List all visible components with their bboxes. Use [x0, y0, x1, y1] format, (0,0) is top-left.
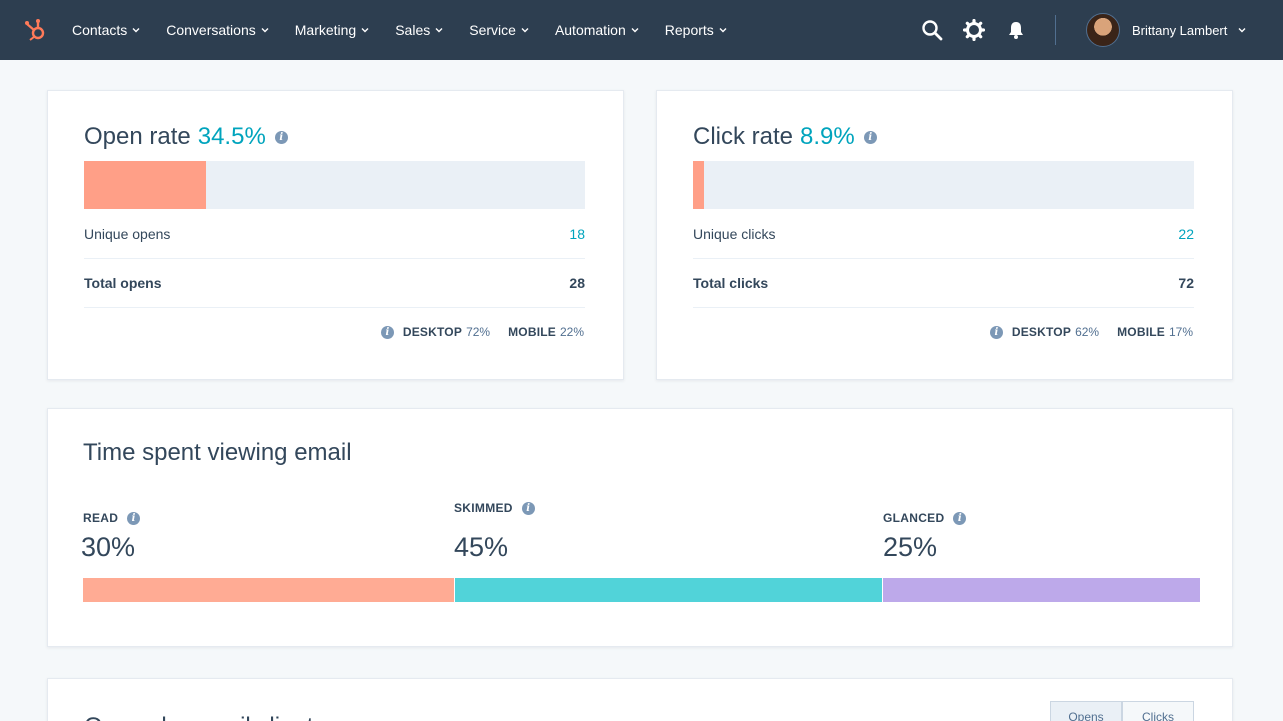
nav-item-label: Service: [469, 22, 516, 38]
nav-item-automation[interactable]: Automation: [555, 22, 640, 38]
search-icon: [922, 20, 943, 41]
open-rate-label: Open rate: [84, 123, 191, 150]
info-icon[interactable]: i: [953, 511, 967, 525]
nav-item-label: Automation: [554, 22, 626, 38]
top-navigation: Contacts Conversations Marketing Sales S…: [0, 0, 1283, 60]
info-icon[interactable]: i: [274, 130, 288, 144]
search-button[interactable]: [920, 18, 944, 42]
info-icon[interactable]: i: [380, 325, 394, 339]
read-percent: 30%: [81, 532, 136, 562]
total-clicks-row: Total clicks 72: [693, 275, 1194, 308]
chevron-down-icon: [521, 28, 529, 33]
info-icon[interactable]: i: [521, 501, 535, 515]
time-spent-title: Time spent viewing email: [83, 439, 352, 466]
glanced-percent: 25%: [883, 532, 938, 562]
user-name: Brittany Lambert: [1132, 22, 1228, 38]
chevron-down-icon: [361, 28, 369, 33]
bell-icon: [1009, 22, 1023, 39]
read-label-text: READ: [83, 511, 119, 525]
total-opens-value: 28: [569, 275, 585, 291]
time-spent-card: Time spent viewing email READ i 30% SKIM…: [47, 408, 1233, 647]
read-bar-segment: [83, 578, 454, 602]
info-icon[interactable]: i: [127, 511, 141, 525]
nav-menu: Contacts Conversations Marketing Sales S…: [72, 0, 753, 60]
click-rate-bar-fill: [693, 161, 704, 209]
nav-divider: [1055, 15, 1056, 45]
click-rate-bar: [693, 161, 1194, 209]
toggle-clicks-button[interactable]: Clicks: [1122, 701, 1194, 721]
unique-opens-value[interactable]: 18: [569, 226, 585, 242]
nav-item-sales[interactable]: Sales: [395, 22, 444, 38]
open-rate-bar-fill: [84, 161, 206, 209]
skimmed-bar-segment: [455, 578, 882, 602]
chevron-down-icon: [719, 28, 727, 33]
info-icon[interactable]: i: [863, 130, 877, 144]
open-device-breakdown: i DESKTOP 72% MOBILE 22%: [380, 325, 584, 339]
total-clicks-value: 72: [1178, 275, 1194, 291]
skimmed-label: SKIMMED i: [454, 501, 535, 515]
nav-item-conversations[interactable]: Conversations: [166, 22, 270, 38]
email-client-title: Opens by email client: [84, 713, 313, 721]
nav-icon-group: [920, 18, 1046, 42]
chevron-down-icon: [261, 28, 269, 33]
click-rate-title: Click rate 8.9% i: [693, 123, 877, 151]
chevron-down-icon: [1238, 28, 1246, 33]
desktop-label: DESKTOP: [1011, 325, 1072, 339]
skimmed-label-text: SKIMMED: [454, 501, 513, 515]
nav-item-service[interactable]: Service: [469, 22, 530, 38]
nav-item-label: Reports: [664, 22, 714, 38]
desktop-percent: 72%: [466, 325, 491, 339]
total-clicks-label: Total clicks: [693, 275, 769, 291]
open-rate-card: Open rate 34.5% i Unique opens 18 Total …: [47, 90, 624, 380]
nav-item-label: Contacts: [72, 22, 128, 38]
email-client-card: Opens by email client Opens Clicks: [47, 678, 1233, 721]
mobile-percent: 22%: [559, 325, 584, 339]
nav-item-label: Marketing: [294, 22, 357, 38]
chevron-down-icon: [435, 28, 443, 33]
click-rate-value: 8.9%: [800, 123, 855, 150]
unique-opens-label: Unique opens: [84, 226, 171, 242]
total-opens-label: Total opens: [84, 275, 162, 291]
nav-item-contacts[interactable]: Contacts: [72, 22, 141, 38]
glanced-label: GLANCED i: [883, 511, 967, 525]
mobile-percent: 17%: [1168, 325, 1193, 339]
chevron-down-icon: [132, 28, 140, 33]
unique-clicks-label: Unique clicks: [693, 226, 776, 242]
mobile-label: MOBILE: [508, 325, 556, 339]
chevron-down-icon: [631, 28, 639, 33]
opens-clicks-toggle: Opens Clicks: [1050, 701, 1194, 721]
nav-item-label: Conversations: [166, 22, 256, 38]
unique-clicks-row: Unique clicks 22: [693, 226, 1194, 259]
unique-clicks-value[interactable]: 22: [1178, 226, 1194, 242]
avatar: [1086, 13, 1120, 47]
click-rate-card: Click rate 8.9% i Unique clicks 22 Total…: [656, 90, 1233, 380]
desktop-percent: 62%: [1075, 325, 1100, 339]
user-menu[interactable]: Brittany Lambert: [1086, 13, 1247, 47]
settings-button[interactable]: [962, 18, 986, 42]
hubspot-logo-icon[interactable]: [24, 18, 48, 42]
open-rate-bar: [84, 161, 585, 209]
nav-item-label: Sales: [395, 22, 431, 38]
nav-item-marketing[interactable]: Marketing: [295, 22, 370, 38]
total-opens-row: Total opens 28: [84, 275, 585, 308]
click-rate-label: Click rate: [693, 123, 794, 150]
open-rate-value: 34.5%: [197, 123, 266, 150]
desktop-label: DESKTOP: [402, 325, 463, 339]
read-label: READ i: [83, 511, 141, 525]
gear-icon: [963, 19, 985, 41]
toggle-opens-button[interactable]: Opens: [1050, 701, 1122, 721]
notifications-button[interactable]: [1004, 18, 1028, 42]
info-icon[interactable]: i: [989, 325, 1003, 339]
unique-opens-row: Unique opens 18: [84, 226, 585, 259]
open-rate-title: Open rate 34.5% i: [84, 123, 288, 151]
mobile-label: MOBILE: [1117, 325, 1165, 339]
glanced-bar-segment: [883, 578, 1200, 602]
glanced-label-text: GLANCED: [883, 511, 945, 525]
nav-item-reports[interactable]: Reports: [665, 22, 728, 38]
click-device-breakdown: i DESKTOP 62% MOBILE 17%: [989, 325, 1193, 339]
skimmed-percent: 45%: [454, 532, 509, 562]
